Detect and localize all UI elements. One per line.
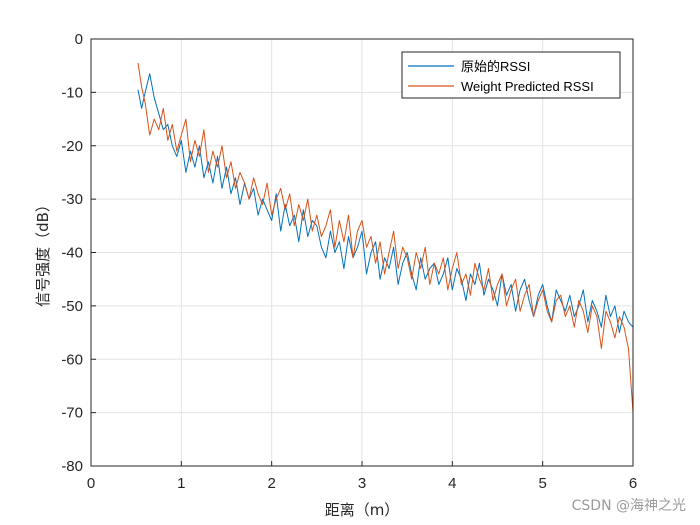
y-tick-label: -40 — [61, 245, 83, 262]
series-line-raw-rssi — [137, 73, 634, 334]
y-tick-label: -80 — [61, 458, 83, 475]
y-tick-label: -60 — [61, 351, 83, 368]
y-tick-label: -20 — [61, 138, 83, 155]
legend-label-weight-predicted-rssi: Weight Predicted RSSI — [461, 79, 594, 94]
x-tick-label: 3 — [358, 475, 366, 492]
x-axis-label: 距离（m） — [325, 501, 400, 519]
series-line-weight-predicted-rssi — [137, 62, 634, 413]
x-tick-label: 1 — [177, 475, 185, 492]
y-tick-label: 0 — [75, 31, 83, 48]
x-tick-label: 6 — [629, 475, 637, 492]
x-tick-label: 5 — [538, 475, 546, 492]
grid-lines — [90, 38, 634, 467]
x-tick-label: 2 — [267, 475, 275, 492]
watermark: CSDN @海神之光 — [571, 498, 686, 514]
x-axis-ticks: 0 1 2 3 4 5 6 — [87, 461, 637, 492]
y-tick-label: -50 — [61, 298, 83, 315]
x-tick-label: 4 — [448, 475, 456, 492]
legend-box — [401, 51, 621, 99]
legend: 原始的RSSI Weight Predicted RSSI — [401, 51, 621, 99]
y-tick-label: -70 — [61, 405, 83, 422]
y-axis-label: 信号强度（dB） — [34, 197, 52, 307]
y-tick-label: -30 — [61, 191, 83, 208]
y-axis-ticks: 0 -10 -20 -30 -40 -50 -60 -70 -80 — [61, 31, 96, 475]
legend-label-raw-rssi: 原始的RSSI — [461, 59, 530, 74]
x-tick-label: 0 — [87, 475, 95, 492]
series-layer — [137, 62, 634, 413]
y-tick-label: -10 — [61, 84, 83, 101]
